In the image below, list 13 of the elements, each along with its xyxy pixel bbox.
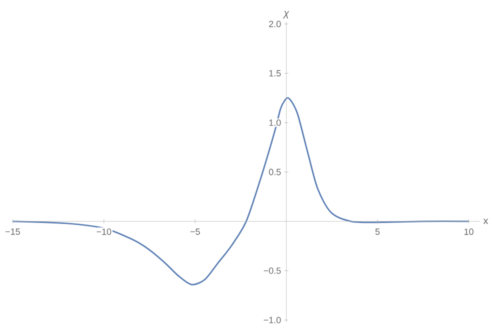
x-tick-label: −15 xyxy=(6,228,20,235)
x-axis-title: x xyxy=(483,218,488,224)
y-tick-label: −0.5 xyxy=(264,267,281,274)
x-tick-label: −10 xyxy=(96,228,112,235)
y-tick-label: 2.0 xyxy=(269,20,281,28)
y-tick-label: 1.0 xyxy=(269,119,281,126)
x-tick-label: 5 xyxy=(375,228,380,235)
y-tick-label: 1.5 xyxy=(269,70,281,76)
y-tick-label: −1.0 xyxy=(264,316,281,324)
x-tick-label: 10 xyxy=(464,228,474,235)
x-tick-label: −5 xyxy=(190,228,200,235)
y-tick-label: 0.5 xyxy=(268,168,281,176)
y-axis-title: χ xyxy=(282,10,290,18)
